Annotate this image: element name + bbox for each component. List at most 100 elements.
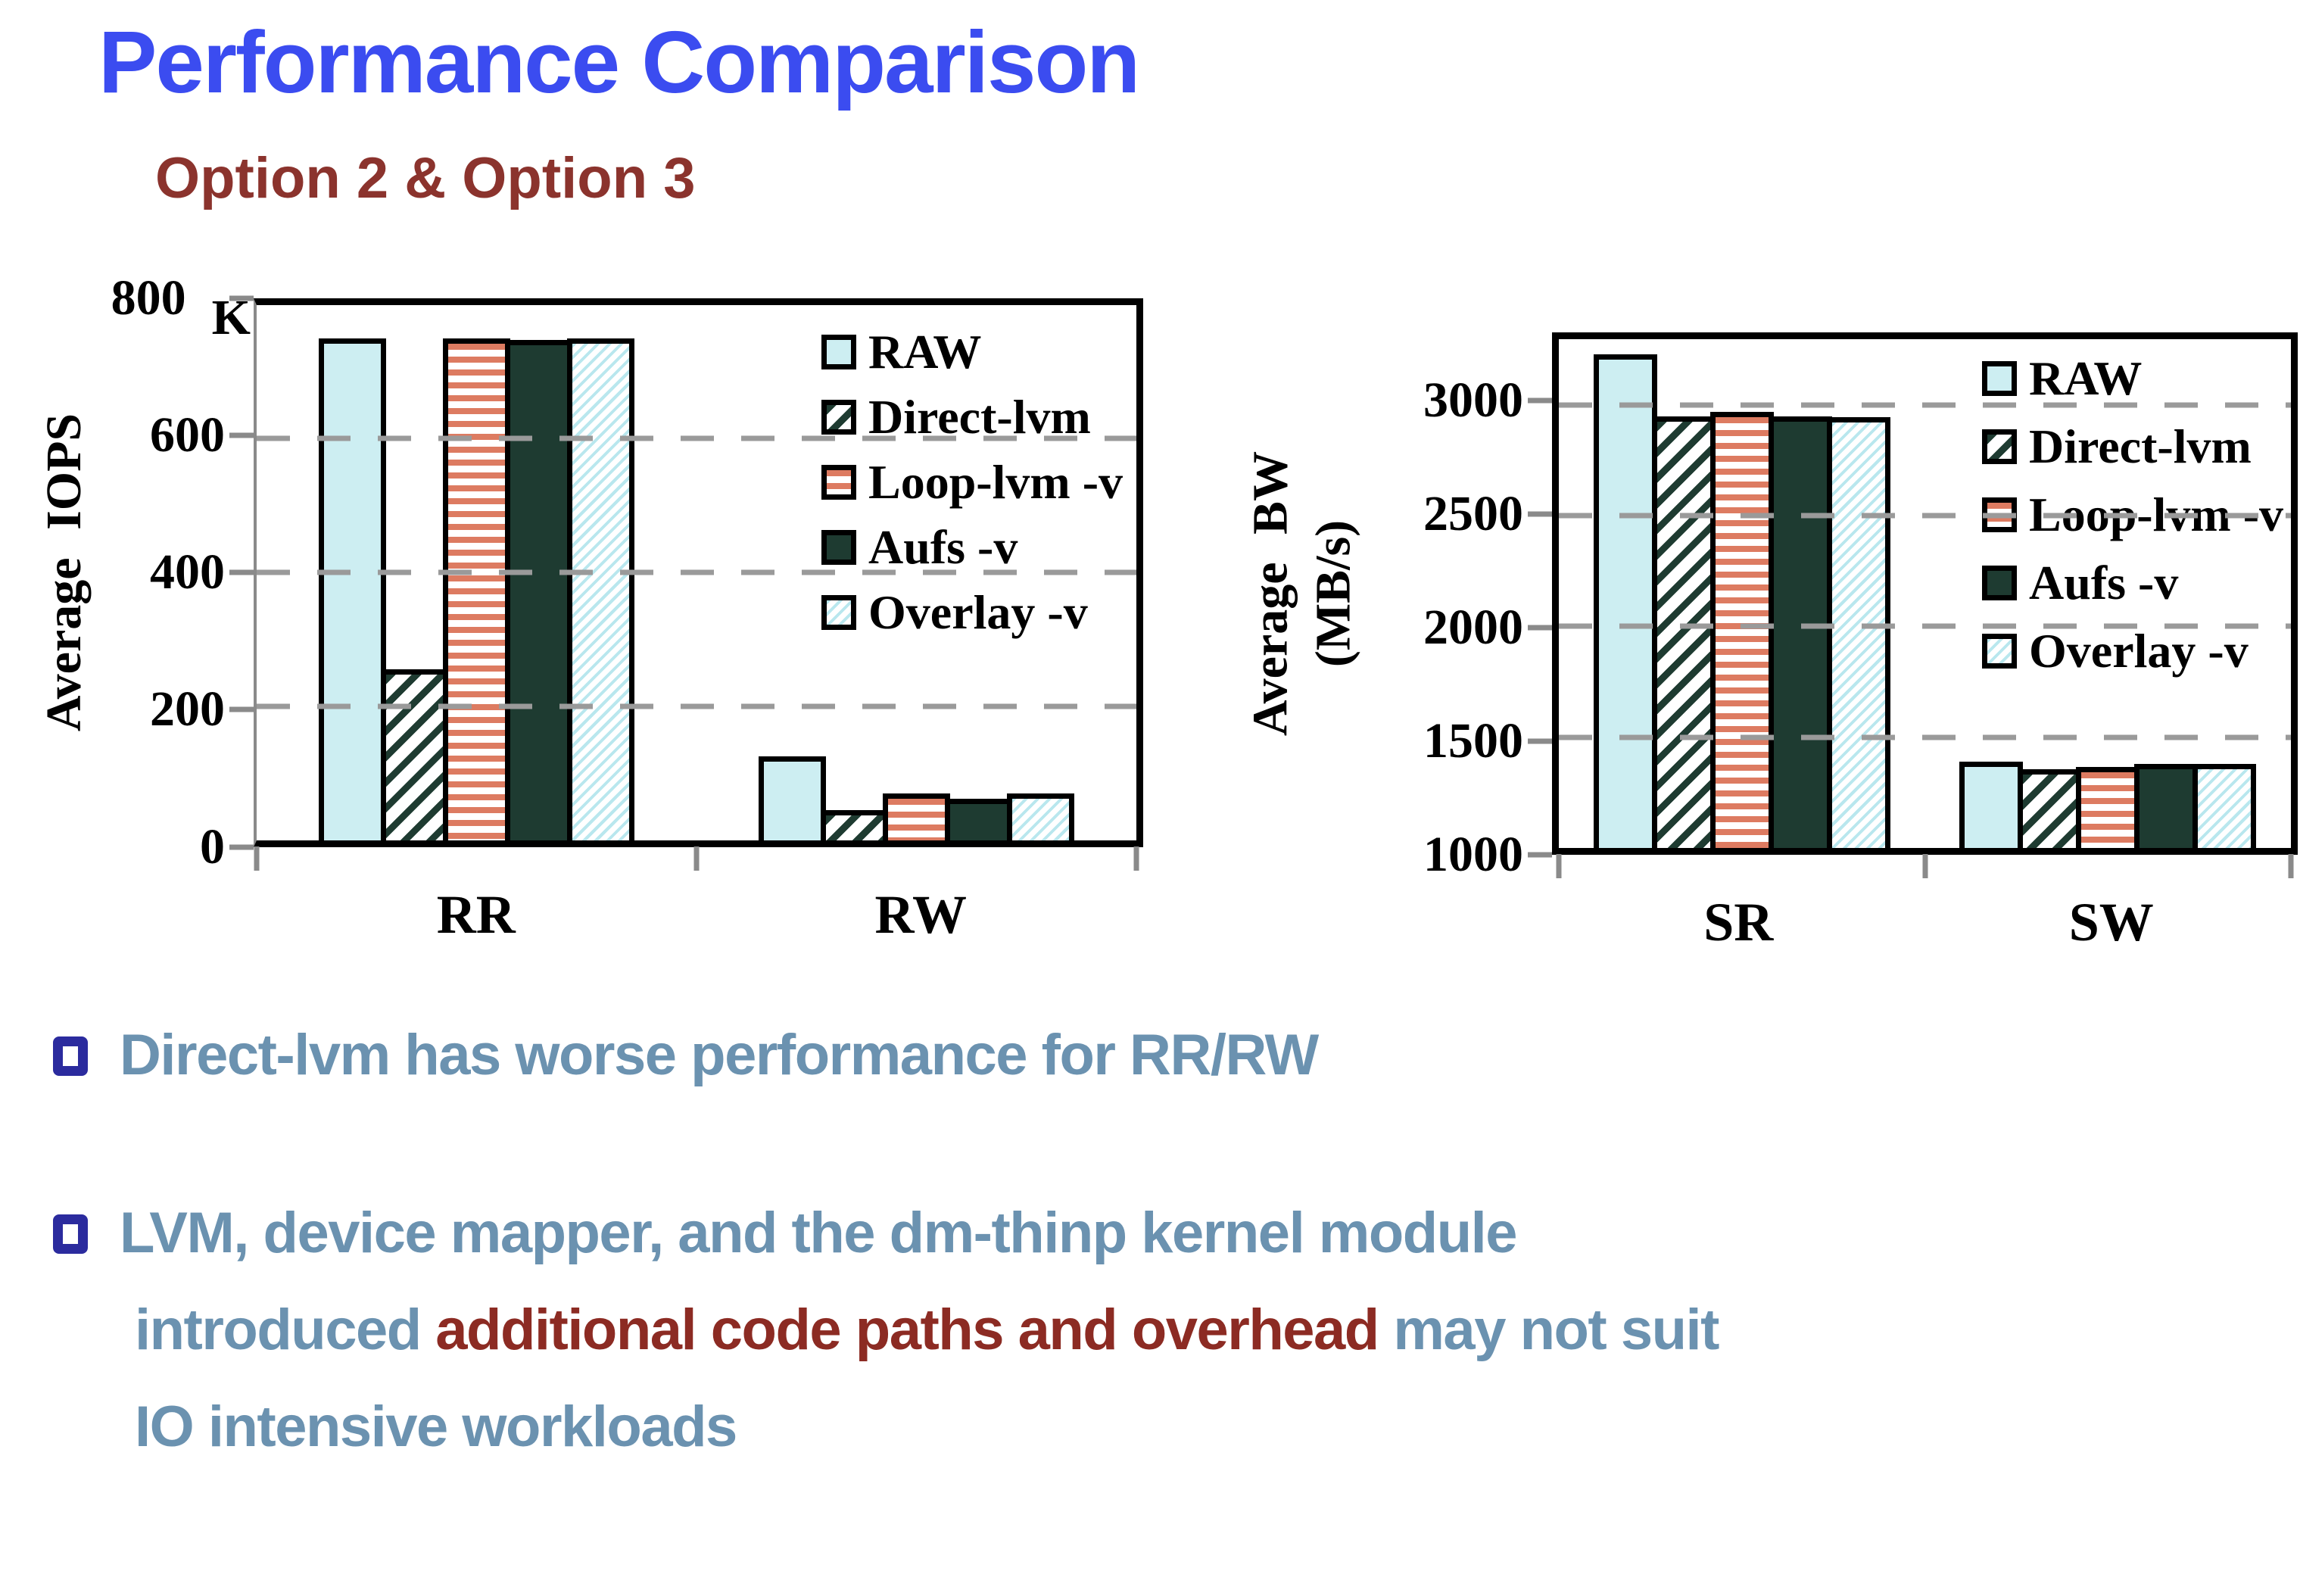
iops-category-axis: RR RW xyxy=(254,847,1143,946)
iops-legend: RAW Direct-lvm Loop-lvm -v Aufs -v Overlay -… xyxy=(821,324,1123,637)
bullet-text-segment: Direct-lvm has worse performance for RR/… xyxy=(120,1022,1319,1087)
bw-y-axis-title-line: (MB/s) xyxy=(1305,519,1360,667)
y-tick-label: 0 xyxy=(200,818,225,874)
bar-Overlay -v-RR xyxy=(567,338,634,840)
y-tick-mark xyxy=(1528,511,1552,517)
legend-label: Overlay -v xyxy=(868,584,1088,639)
y-tick-mark xyxy=(1528,397,1552,404)
y-tick-label: 1000 xyxy=(1423,826,1523,882)
legend-swatch-solid-dark xyxy=(1982,565,2017,600)
charts-row: Average IOPS 0 200 400 600 800 K RAW Direct-lv… xyxy=(0,273,2300,954)
legend-item-Aufs -v: Aufs -v xyxy=(821,519,1123,574)
legend-swatch-hatch-light xyxy=(1982,633,2017,669)
gridline xyxy=(1559,402,2291,408)
page-title: Performance Comparison xyxy=(98,13,1140,111)
y-tick-label: 1500 xyxy=(1423,712,1523,768)
y-tick-mark xyxy=(229,569,254,575)
x-tick-mark xyxy=(693,846,700,871)
iops-y-axis: 0 200 400 600 800 K xyxy=(106,273,254,871)
y-tick-mark xyxy=(1528,738,1552,744)
bullet-list: Direct-lvm has worse performance for RR/… xyxy=(53,1007,2279,1476)
y-tick-mark xyxy=(1528,852,1552,858)
gridline xyxy=(1559,623,2291,629)
bar-Aufs -v-RR xyxy=(505,339,572,840)
gridline xyxy=(1559,734,2291,740)
gridline xyxy=(257,435,1136,441)
legend-label: Loop-lvm -v xyxy=(868,454,1123,509)
bullet-item-2: LVM, device mapper, and the dm-thinp ker… xyxy=(53,1185,2279,1475)
legend-item-RAW: RAW xyxy=(821,324,1123,379)
legend-swatch-hstripe xyxy=(821,464,856,500)
y-axis-unit: K xyxy=(211,289,251,345)
y-tick-label: 200 xyxy=(150,681,225,737)
bar-group-SR xyxy=(1559,339,1925,848)
category-label-RW: RW xyxy=(874,884,967,945)
legend-label: RAW xyxy=(868,324,982,379)
bar-Overlay -v-SW xyxy=(2192,763,2257,848)
iops-y-axis-title-line: Average IOPS xyxy=(36,413,92,732)
bar-Loop-lvm -v-SW xyxy=(2076,766,2140,848)
bullet-text-segment: LVM, device mapper, and the dm-thinp ker… xyxy=(120,1201,1518,1362)
bar-group-RW xyxy=(697,305,1136,840)
bar-group-SW xyxy=(1925,339,2292,848)
legend-label: RAW xyxy=(2029,351,2143,405)
bw-bars xyxy=(1559,339,2291,848)
y-tick-label: 600 xyxy=(150,407,225,463)
bar-Overlay -v-RW xyxy=(1007,793,1074,840)
x-tick-mark xyxy=(2288,853,2294,878)
legend-swatch-hatch-dark xyxy=(1982,429,2017,464)
iops-plot-area: RAW Direct-lvm Loop-lvm -v Aufs -v Overlay -… xyxy=(254,298,1143,871)
legend-item-Direct-lvm: Direct-lvm xyxy=(1982,422,2283,471)
gridline xyxy=(257,703,1136,709)
page-subtitle: Option 2 & Option 3 xyxy=(155,145,696,210)
y-tick-mark xyxy=(229,844,254,850)
slide: { "title": "Performance Comparison", "su… xyxy=(0,13,2300,1596)
bar-Aufs -v-SW xyxy=(2134,763,2199,848)
legend-label: Aufs -v xyxy=(868,519,1018,574)
y-tick-label: 400 xyxy=(150,544,225,600)
bar-RAW-RR xyxy=(319,338,386,840)
category-label-SW: SW xyxy=(2068,891,2154,952)
iops-plot-column: RAW Direct-lvm Loop-lvm -v Aufs -v Overlay -… xyxy=(254,298,1143,946)
bw-chart: Average BW (MB/s) 1000 1500 2000 2500 3000 RA… xyxy=(1230,332,2298,954)
y-tick-label: 2500 xyxy=(1423,485,1523,541)
bw-plot-column: RAW Direct-lvm Loop-lvm -v Aufs -v Overlay -… xyxy=(1552,332,2298,954)
legend-item-Overlay -v: Overlay -v xyxy=(821,588,1123,637)
iops-y-axis-title-text: Average IOPS xyxy=(33,413,96,731)
legend-item-Overlay -v: Overlay -v xyxy=(1982,623,2283,678)
bar-Loop-lvm -v-SR xyxy=(1709,412,1774,848)
bw-y-axis-title-line: Average BW xyxy=(1242,450,1298,736)
legend-item-Aufs -v: Aufs -v xyxy=(1982,555,2283,609)
bar-Aufs -v-SR xyxy=(1768,416,1832,848)
iops-chart: Average IOPS 0 200 400 600 800 K RAW Direct-lv… xyxy=(23,273,1143,946)
legend-swatch-hatch-light xyxy=(821,594,856,630)
bar-RAW-RW xyxy=(759,756,826,840)
bar-Direct-lvm-SW xyxy=(2018,768,2082,848)
x-tick-mark xyxy=(1133,846,1139,871)
bar-RAW-SW xyxy=(1959,761,2024,848)
bullet-text-segment: may not suit IO intensive workloads xyxy=(135,1297,1719,1459)
y-tick-mark xyxy=(229,706,254,712)
bullet-square-icon xyxy=(53,1036,88,1076)
legend-swatch-raw xyxy=(1982,360,2017,396)
x-tick-mark xyxy=(1556,853,1562,878)
legend-label: Direct-lvm xyxy=(2029,419,2252,473)
y-tick-label: 3000 xyxy=(1423,372,1523,428)
y-tick-label: 800 K xyxy=(111,270,251,345)
bw-y-axis: 1000 1500 2000 2500 3000 xyxy=(1374,332,1552,879)
legend-swatch-solid-dark xyxy=(821,529,856,565)
y-tick-mark xyxy=(229,432,254,438)
x-tick-mark xyxy=(254,846,260,871)
bullet-text-segment: additional code paths and overhead xyxy=(435,1297,1379,1362)
category-label-RR: RR xyxy=(436,884,516,945)
bar-Direct-lvm-RW xyxy=(821,809,888,840)
y-tick-mark xyxy=(229,295,254,301)
x-tick-mark xyxy=(1922,853,1928,878)
legend-label: Aufs -v xyxy=(2029,555,2179,609)
bullet-square-icon xyxy=(53,1214,88,1255)
iops-y-axis-title: Average IOPS xyxy=(23,298,106,847)
gridline xyxy=(257,569,1136,575)
legend-swatch-raw xyxy=(821,334,856,369)
legend-label: Overlay -v xyxy=(2029,623,2249,678)
bar-Aufs -v-RW xyxy=(945,798,1012,840)
